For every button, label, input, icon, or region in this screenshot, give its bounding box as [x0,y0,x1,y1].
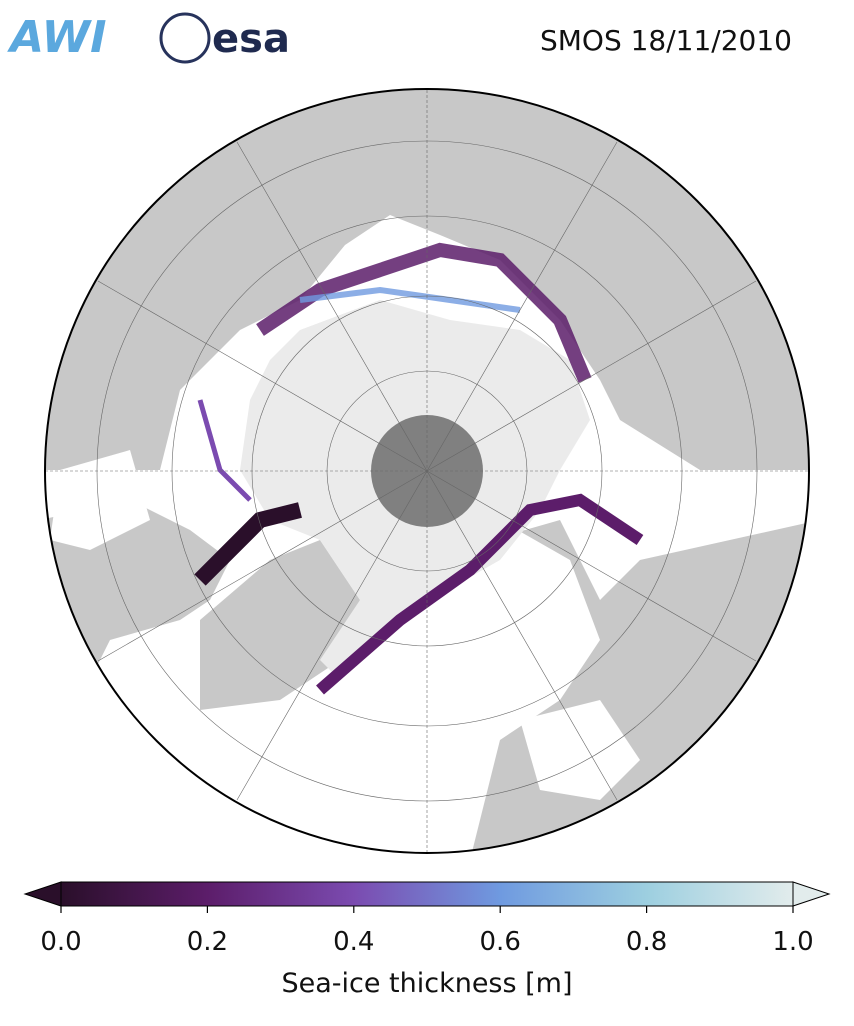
esa-logo: esa [212,16,290,62]
map [45,89,809,853]
title: SMOS 18/11/2010 [540,24,792,57]
colorbar-bar [60,881,794,907]
map-border [44,88,810,854]
colorbar-extend-low [23,881,62,907]
esa-logo-mark [159,12,211,64]
colorbar-tick-label: 0.6 [480,927,521,957]
colorbar-label: Sea-ice thickness [m] [281,968,572,999]
colorbar-tick-label: 0.2 [187,927,228,957]
colorbar-tick-label: 1.0 [772,927,813,957]
colorbar-tick-label: 0.0 [40,927,81,957]
awi-logo: AWI [7,12,107,63]
colorbar-tick-label: 0.4 [333,927,374,957]
colorbar-tick-label: 0.8 [626,927,667,957]
colorbar: Sea-ice thickness [m] 0.0 0.2 0.4 0.6 0.8 1.0 [23,881,831,999]
colorbar-extend-high [792,881,831,907]
